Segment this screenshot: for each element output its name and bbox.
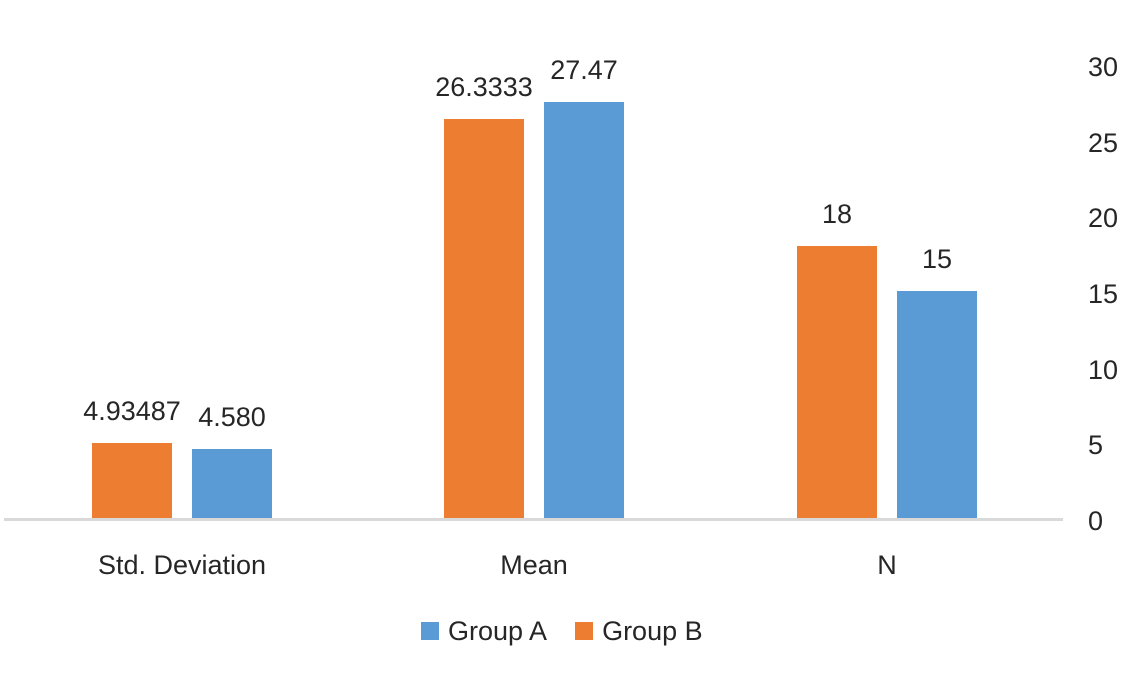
data-label-group-a-std-deviation: 4.580 [198,401,266,432]
data-label-group-a-mean: 27.47 [550,55,618,86]
bar-group-b-n [797,245,877,518]
bar-group-a-mean [544,102,624,518]
legend-item-group-b: Group B [575,616,703,646]
bar-group-a-std-deviation [192,448,272,518]
data-label-group-b-mean: 26.3333 [435,72,533,103]
bar-group-b-std-deviation [92,443,172,518]
legend-label-group-a: Group A [448,616,548,646]
tick-label-5: 5 [1088,430,1104,461]
category-label-n: N [877,550,897,580]
legend-label-group-b: Group B [602,616,703,646]
legend: Group A Group B [421,615,703,647]
tick-label-15: 15 [1088,279,1119,309]
tick-label-10: 10 [1088,354,1119,385]
legend-swatch-group-a [421,622,439,640]
tick-label-20: 20 [1088,203,1119,234]
data-label-group-b-std-deviation: 4.93487 [83,396,181,427]
bar-group-a-n [897,291,977,518]
category-label-mean: Mean [500,550,568,580]
data-label-group-a-n: 15 [921,244,953,274]
category-label-std-deviation: Std. Deviation [97,550,267,580]
legend-item-group-a: Group A [421,616,547,646]
tick-label-25: 25 [1088,127,1119,158]
data-label-group-b-n: 18 [821,198,853,229]
tick-label-0: 0 [1088,506,1104,536]
x-axis-line [4,518,1063,521]
tick-label-30: 30 [1088,52,1119,82]
legend-swatch-group-b [575,622,594,640]
bar-group-b-mean [444,119,524,518]
